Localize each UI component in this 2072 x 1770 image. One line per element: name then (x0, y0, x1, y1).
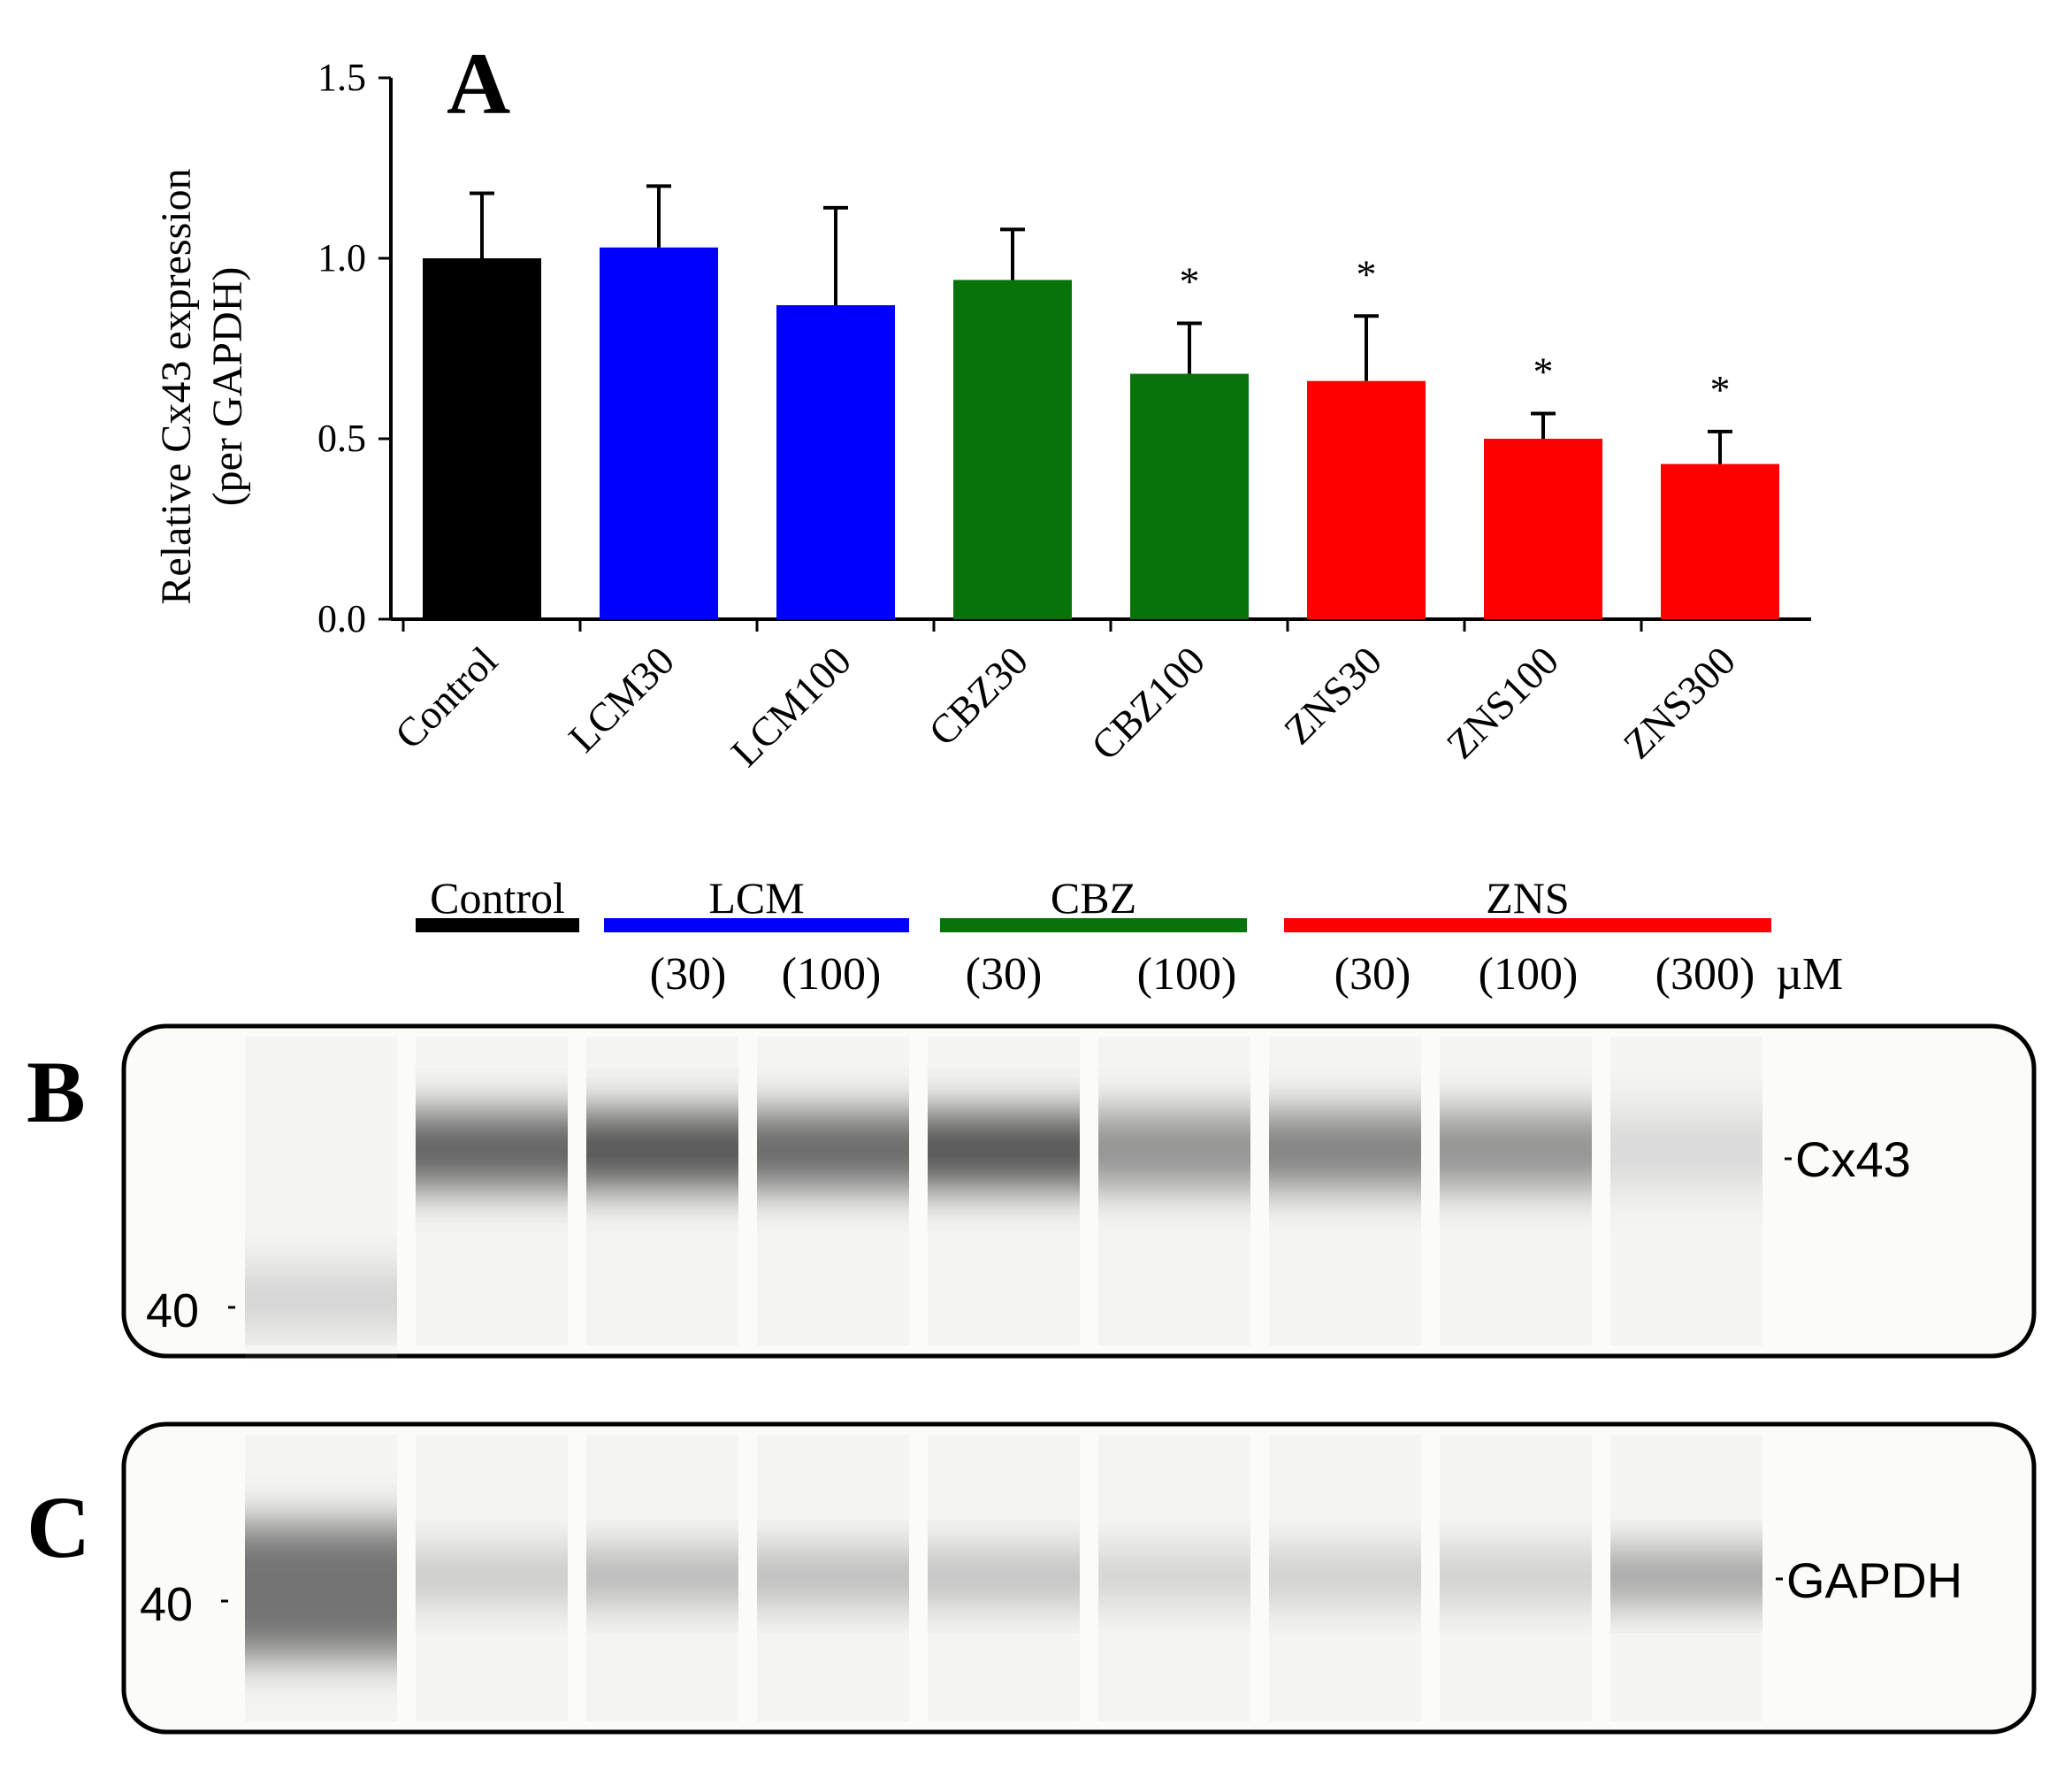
band-lane-3 (757, 1551, 909, 1602)
lane-background (1098, 1037, 1250, 1345)
band-lane-2 (586, 1551, 738, 1602)
y-ticks: 0.0 0.5 1.0 1.5 (317, 56, 391, 640)
concentration-label: (300) (1655, 949, 1755, 1000)
group-legend: Control LCM CBZ ZNS (416, 873, 1771, 932)
x-tick-label: ZNS30 (1275, 638, 1390, 753)
concentration-label: (30) (1334, 949, 1411, 1000)
bar-lcm30 (600, 247, 718, 619)
blot-gapdh-lanes (245, 1435, 1762, 1721)
band-lane-4 (928, 1551, 1080, 1602)
lane-background (416, 1037, 568, 1345)
blot-cx43-lanes (245, 1037, 1762, 1345)
lane-background (1440, 1037, 1592, 1345)
x-ticks: Control LCM30 LCM100 CBZ30 CBZ100 ZNS30 ZNS100… (386, 619, 1744, 775)
lane-background (1269, 1037, 1421, 1345)
band-lane-8 (1610, 1113, 1762, 1187)
blot-cx43-marker: 40 (146, 1284, 199, 1337)
panel-label-c: C (27, 1478, 90, 1576)
significance-marker: * (1357, 251, 1377, 296)
group-label-control: Control (430, 873, 565, 923)
bars: * * * * (423, 184, 1779, 619)
concentration-label: (30) (650, 949, 727, 1000)
significance-marker: * (1533, 349, 1554, 394)
x-tick-label: Control (386, 638, 506, 757)
y-axis-label: Relative Cx43 expression (per GAPDH) (153, 168, 251, 604)
y-tick-label: 0.5 (317, 417, 366, 460)
band-lane-3 (757, 1113, 909, 1187)
band-lane-7 (1440, 1113, 1592, 1187)
group-line-control (416, 918, 579, 932)
group-line-lcm (604, 918, 909, 932)
panel-label-a: A (447, 34, 510, 133)
blot-gapdh-marker: 40 (140, 1578, 193, 1631)
band-lane-1 (416, 1551, 568, 1602)
lane-background (757, 1037, 909, 1345)
band-lane-5 (1098, 1113, 1250, 1187)
x-tick-label: LCM30 (560, 638, 683, 761)
group-line-zns (1284, 918, 1771, 932)
y-axis-label-line2: (per GAPDH) (204, 267, 251, 507)
concentration-label: (100) (1137, 949, 1237, 1000)
x-tick-label: LCM100 (723, 638, 860, 775)
concentration-label: (100) (1479, 949, 1579, 1000)
unit-label: µM (1776, 949, 1843, 1000)
bar-cbz100 (1130, 373, 1249, 619)
concentration-label: (100) (782, 949, 882, 1000)
y-axis-label-line1: Relative Cx43 expression (153, 168, 200, 604)
band-lane-1 (416, 1113, 568, 1187)
group-line-cbz (940, 918, 1247, 932)
y-tick-label: 1.0 (317, 236, 366, 280)
blot-cx43-protein-label: Cx43 (1795, 1131, 1911, 1187)
ladder-band (245, 1270, 397, 1327)
panel-label-b: B (27, 1043, 86, 1141)
ladder-band (245, 1524, 397, 1657)
group-label-cbz: CBZ (1051, 873, 1136, 923)
y-tick-label: 0.0 (317, 597, 366, 640)
group-label-lcm: LCM (708, 873, 804, 923)
lane-background (1610, 1037, 1762, 1345)
lane-background (586, 1037, 738, 1345)
blot-gapdh-protein-label: GAPDH (1786, 1552, 1962, 1608)
significance-marker: * (1180, 258, 1200, 303)
concentration-labels: (30) (100) (30) (100) (30) (100) (300) (650, 949, 1755, 1000)
lane-background (928, 1037, 1080, 1345)
significance-marker: * (1710, 367, 1731, 412)
bar-cbz30 (953, 280, 1072, 619)
bar-lcm100 (776, 305, 895, 619)
band-lane-7 (1440, 1551, 1592, 1602)
bar-chart: A Relative Cx43 expression (per GAPDH) 0… (153, 34, 1811, 775)
concentration-label: (30) (966, 949, 1043, 1000)
band-lane-6 (1269, 1113, 1421, 1187)
x-tick-label: CBZ100 (1082, 638, 1213, 769)
bar-control (423, 258, 541, 619)
bar-zns30 (1307, 380, 1426, 619)
band-lane-4 (928, 1113, 1080, 1187)
x-tick-label: ZNS300 (1615, 638, 1744, 767)
group-label-zns: ZNS (1486, 873, 1569, 923)
y-tick-label: 1.5 (317, 56, 366, 99)
band-lane-2 (586, 1113, 738, 1187)
bar-zns300 (1661, 464, 1779, 619)
band-lane-5 (1098, 1551, 1250, 1602)
band-lane-6 (1269, 1551, 1421, 1602)
bar-zns100 (1484, 439, 1602, 619)
band-lane-8 (1610, 1551, 1762, 1602)
x-tick-label: CBZ30 (920, 638, 1036, 755)
x-tick-label: ZNS100 (1438, 638, 1567, 767)
